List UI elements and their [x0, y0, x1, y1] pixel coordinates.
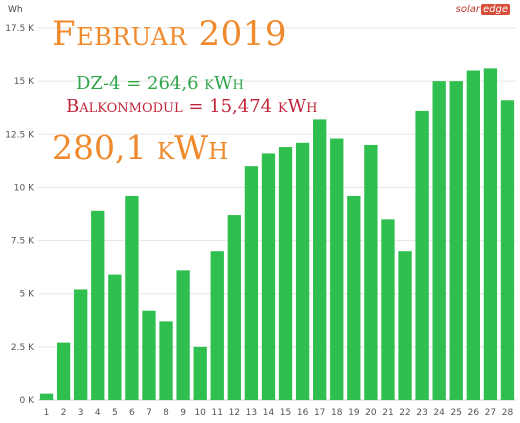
bar-day-24[interactable]: [432, 81, 446, 401]
x-tick-label: 3: [78, 408, 84, 418]
bar-day-16[interactable]: [295, 142, 310, 400]
bar-day-27[interactable]: [483, 68, 498, 400]
bar-day-25[interactable]: [449, 81, 463, 401]
bar-day-10[interactable]: [193, 346, 207, 400]
overlay-total: 280,1 kWh: [52, 128, 229, 167]
x-tick-label: 10: [194, 408, 206, 418]
x-tick-label: 2: [61, 408, 67, 418]
bar-day-11[interactable]: [210, 251, 224, 400]
bar-day-13[interactable]: [244, 166, 259, 400]
bar-day-12[interactable]: [227, 215, 241, 400]
bar-day-22[interactable]: [398, 251, 412, 400]
x-tick-label: 18: [331, 408, 343, 418]
y-tick-label: 12.5 K: [5, 130, 35, 140]
x-tick-label: 7: [146, 408, 152, 418]
y-axis-ticks: 0 K 2.5 K 5 K 7.5 K 10 K 12.5 K 15 K 17.5 K: [5, 24, 35, 406]
overlay-dz-line: DZ-4 = 264,6 kWh: [76, 73, 244, 94]
bar-day-2[interactable]: [56, 342, 71, 400]
bar-day-19[interactable]: [347, 195, 361, 400]
x-tick-label: 17: [314, 408, 325, 418]
x-tick-label: 8: [163, 408, 169, 418]
x-tick-label: 6: [129, 408, 135, 418]
bar-day-7[interactable]: [142, 310, 156, 400]
bar-day-26[interactable]: [466, 70, 480, 400]
bar-day-6[interactable]: [125, 195, 139, 400]
x-tick-label: 20: [365, 408, 377, 418]
x-tick-label: 21: [382, 408, 393, 418]
bar-day-8[interactable]: [159, 321, 173, 400]
logo-text-solar: solar: [455, 4, 480, 15]
x-tick-label: 28: [502, 408, 514, 418]
x-tick-label: 14: [263, 408, 275, 418]
y-tick-label: 0 K: [20, 396, 36, 406]
x-tick-label: 4: [95, 408, 101, 418]
x-tick-label: 11: [212, 408, 223, 418]
bar-day-23[interactable]: [415, 110, 429, 400]
x-tick-label: 13: [246, 408, 257, 418]
bars: [39, 68, 515, 401]
bar-day-14[interactable]: [261, 153, 276, 400]
bar-day-28[interactable]: [500, 100, 515, 400]
x-tick-label: 9: [180, 408, 186, 418]
y-tick-label: 2.5 K: [11, 343, 35, 353]
x-tick-label: 26: [468, 408, 480, 418]
x-tick-label: 19: [348, 408, 360, 418]
overlay-balkon-line: Balkonmodul = 15,474 kWh: [66, 96, 318, 117]
x-tick-label: 25: [451, 408, 462, 418]
bar-day-4[interactable]: [91, 210, 105, 400]
bar-day-20[interactable]: [364, 144, 378, 400]
bar-day-5[interactable]: [108, 274, 122, 400]
y-tick-label: 7.5 K: [11, 237, 35, 247]
chart-overlay-title: Februar 2019: [52, 14, 288, 54]
bar-day-21[interactable]: [381, 219, 395, 400]
logo-text-edge: edge: [481, 4, 510, 15]
x-tick-label: 23: [416, 408, 427, 418]
y-tick-label: 15 K: [14, 77, 35, 87]
x-tick-label: 27: [485, 408, 496, 418]
solaredge-logo: solar edge: [456, 4, 510, 15]
x-tick-label: 12: [229, 408, 240, 418]
y-axis-unit-label: Wh: [8, 5, 23, 15]
bar-day-9[interactable]: [176, 270, 190, 400]
x-tick-label: 16: [297, 408, 309, 418]
bar-day-15[interactable]: [278, 147, 293, 400]
bar-day-18[interactable]: [330, 138, 344, 400]
y-tick-label: 5 K: [20, 290, 36, 300]
y-tick-label: 10 K: [14, 183, 35, 193]
x-tick-label: 1: [44, 408, 50, 418]
y-tick-label: 17.5 K: [5, 24, 35, 34]
x-tick-label: 5: [112, 408, 118, 418]
x-tick-label: 22: [399, 408, 410, 418]
bar-day-17[interactable]: [313, 119, 327, 401]
x-tick-label: 24: [433, 408, 445, 418]
x-axis-ticks: 1 2 3 4 5 6 7 8 9 10 11 12 13 14 15 16 17 18 19 20 21 22 23 24 2…: [44, 408, 514, 418]
x-tick-label: 15: [280, 408, 291, 418]
bar-day-1[interactable]: [39, 393, 54, 400]
bar-day-3[interactable]: [74, 289, 88, 400]
